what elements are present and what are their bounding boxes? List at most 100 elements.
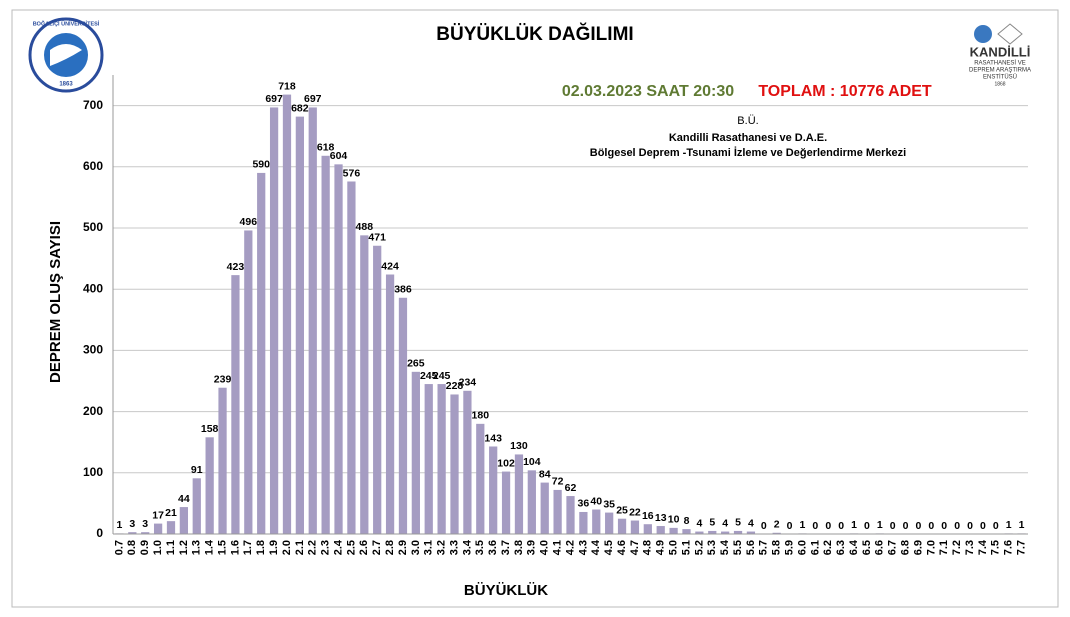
bar xyxy=(514,454,524,534)
x-tick-label: 3.6 xyxy=(487,540,499,555)
bar xyxy=(643,524,652,534)
x-tick-label: 5.7 xyxy=(758,540,770,555)
bar xyxy=(553,489,562,534)
data-label: 228 xyxy=(446,380,464,392)
data-label: 16 xyxy=(642,510,654,522)
data-label: 1 xyxy=(117,519,123,531)
bar xyxy=(682,529,691,534)
bar xyxy=(721,531,730,534)
y-tick-label: 700 xyxy=(83,98,103,112)
data-label: 2 xyxy=(774,519,780,531)
data-label: 102 xyxy=(497,457,515,469)
data-label: 682 xyxy=(291,102,309,114)
bar xyxy=(450,394,459,534)
x-tick-label: 1.6 xyxy=(229,540,241,555)
x-tick-label: 2.5 xyxy=(345,540,357,555)
x-tick-label: 2.7 xyxy=(371,540,383,555)
x-tick-label: 5.1 xyxy=(680,540,692,555)
data-label: 25 xyxy=(616,504,628,516)
bar xyxy=(398,297,408,534)
data-label: 0 xyxy=(838,520,844,532)
data-label: 1 xyxy=(1006,519,1012,531)
x-tick-label: 6.9 xyxy=(912,540,924,555)
logo-text: ENSTİTÜSÜ xyxy=(983,74,1017,81)
x-tick-label: 1.9 xyxy=(268,540,280,555)
data-label: 1 xyxy=(1019,519,1025,531)
x-tick-label: 2.1 xyxy=(294,540,306,555)
x-tick-label: 5.5 xyxy=(732,540,744,555)
data-label: 718 xyxy=(278,80,296,92)
data-label: 13 xyxy=(655,512,667,524)
data-label: 234 xyxy=(459,377,477,389)
data-label: 91 xyxy=(191,464,203,476)
data-label: 35 xyxy=(603,498,615,510)
x-tick-label: 1.5 xyxy=(216,540,228,555)
x-tick-label: 3.7 xyxy=(500,540,512,555)
x-tick-label: 5.4 xyxy=(719,539,731,555)
bar xyxy=(463,390,472,534)
x-tick-label: 3.1 xyxy=(423,540,435,555)
logo-text: RASATHANESİ VE xyxy=(974,60,1026,67)
y-tick-label: 0 xyxy=(96,526,103,540)
data-label: 4 xyxy=(748,517,754,529)
data-label: 488 xyxy=(356,221,374,233)
bar xyxy=(437,384,446,534)
logo-text: DEPREM ARAŞTIRMA xyxy=(969,68,1031,74)
data-label: 44 xyxy=(178,493,190,505)
x-tick-label: 7.7 xyxy=(1015,540,1027,555)
source-line: Bölgesel Deprem -Tsunami İzleme ve Değer… xyxy=(590,146,906,159)
data-label: 8 xyxy=(684,515,690,527)
x-tick-label: 5.0 xyxy=(668,540,680,555)
data-label: 104 xyxy=(523,456,541,468)
x-tick-label: 4.5 xyxy=(603,540,615,555)
x-tick-label: 6.3 xyxy=(835,540,847,555)
x-tick-label: 1.0 xyxy=(152,540,164,555)
bar xyxy=(579,511,588,534)
x-tick-label: 2.3 xyxy=(320,540,332,555)
data-label: 17 xyxy=(152,509,164,521)
x-tick-label: 2.4 xyxy=(332,539,344,555)
bar xyxy=(128,532,137,534)
data-label: 245 xyxy=(420,370,438,382)
data-label: 0 xyxy=(993,520,999,532)
data-label: 0 xyxy=(864,520,870,532)
chart-title: BÜYÜKLÜK DAĞILIMI xyxy=(436,23,633,45)
data-label: 1 xyxy=(851,519,857,531)
x-tick-label: 7.2 xyxy=(951,540,963,555)
data-label: 0 xyxy=(761,520,767,532)
x-tick-label: 1.7 xyxy=(242,540,254,555)
x-tick-label: 2.0 xyxy=(281,540,293,555)
data-label: 0 xyxy=(916,520,922,532)
data-label: 4 xyxy=(722,517,728,529)
data-label: 4 xyxy=(696,517,702,529)
x-tick-label: 3.4 xyxy=(461,539,473,555)
y-tick-label: 500 xyxy=(83,220,103,234)
date-text: 02.03.2023 SAAT 20:30 xyxy=(562,83,734,100)
data-label: 1 xyxy=(800,519,806,531)
x-tick-label: 4.7 xyxy=(629,540,641,555)
source-line: B.Ü. xyxy=(737,115,758,127)
logo-icon xyxy=(997,23,1023,45)
bar xyxy=(566,496,575,534)
data-label: 424 xyxy=(381,260,399,272)
bar xyxy=(282,94,292,535)
logo-text: BOĞAZİÇİ ÜNİVERSİTESİ xyxy=(33,19,100,27)
data-label: 386 xyxy=(394,284,412,296)
data-label: 0 xyxy=(903,520,909,532)
y-tick-label: 300 xyxy=(83,343,103,357)
bar xyxy=(231,275,240,534)
x-tick-label: 1.4 xyxy=(204,539,216,555)
x-tick-label: 5.3 xyxy=(706,540,718,555)
data-label: 471 xyxy=(368,232,386,244)
x-tick-label: 4.0 xyxy=(539,540,551,555)
x-tick-label: 4.8 xyxy=(642,540,654,555)
data-label: 180 xyxy=(472,410,490,422)
data-label: 22 xyxy=(629,506,641,518)
bar xyxy=(772,532,781,534)
data-label: 10 xyxy=(668,514,680,526)
x-tick-label: 5.2 xyxy=(693,540,705,555)
bar xyxy=(269,107,279,534)
x-tick-label: 2.8 xyxy=(384,540,396,555)
data-label: 590 xyxy=(252,159,270,171)
bar xyxy=(244,230,253,534)
